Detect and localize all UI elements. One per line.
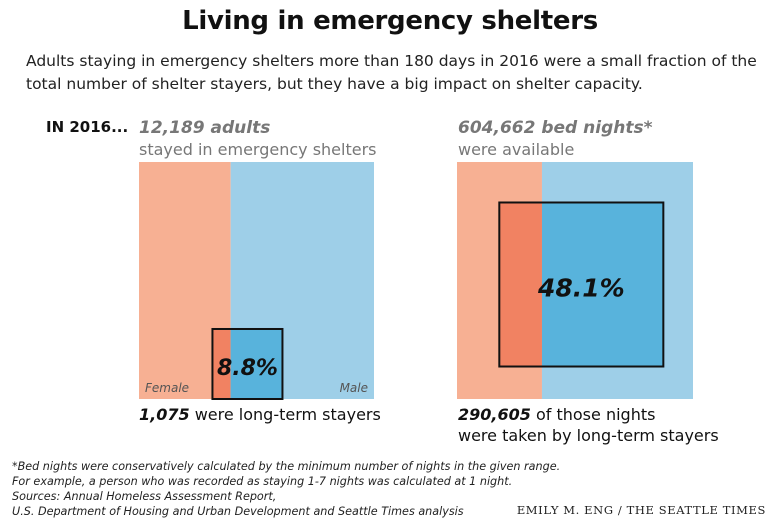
footnote-line-3: Sources: Annual Homeless Assessment Repo… [12,490,277,503]
panel-0-male-highlight [230,328,283,399]
left-panel-header: 12,189 adults stayed in emergency shelte… [139,117,377,161]
left-header-text: stayed in emergency shelters [139,140,377,159]
right-footer-text-2: were taken by long-term stayers [458,426,719,445]
left-footer-value: 1,075 [139,405,190,424]
panel-1-highlight-label: 48.1% [537,274,625,303]
footnote-line-1: *Bed nights were conservatively calculat… [12,460,561,473]
footnote-line-4: U.S. Department of Housing and Urban Dev… [12,505,464,518]
right-header-value: 604,662 bed nights* [458,118,653,138]
panel-1-highlight-outline [498,201,665,368]
left-panel-footer: 1,075 were long-term stayers [139,404,381,425]
panel-0-female-label: Female [145,381,189,395]
footnote-line-2: For example, a person who was recorded a… [12,475,513,488]
right-footer-value: 290,605 [458,405,531,424]
right-panel-footer: 290,605 of those nights were taken by lo… [458,404,719,446]
period-label: IN 2016... [46,118,129,136]
chart-title: Living in emergency shelters [182,6,598,36]
right-footer-text-1: of those nights [535,405,656,424]
left-header-value: 12,189 adults [139,118,271,138]
credit: EMILY M. ENG / THE SEATTLE TIMES [516,503,766,517]
panel-1-female-highlight [499,202,542,367]
right-header-text: were available [458,140,575,159]
panel-1-male-highlight [541,202,664,367]
left-footer-text: were long-term stayers [194,405,381,424]
panel-0-highlight-outline [211,327,284,401]
right-panel-header: 604,662 bed nights* were available [458,117,652,161]
panel-0-female-highlight [212,328,231,399]
chart-subtitle: Adults staying in emergency shelters mor… [26,52,757,93]
footnote: *Bed nights were conservatively calculat… [12,459,560,519]
panel-0-highlight-label: 8.8% [217,356,278,381]
panel-0-male-label: Male [340,381,368,395]
